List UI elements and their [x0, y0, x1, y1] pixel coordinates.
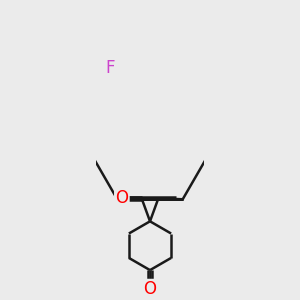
Text: O: O	[116, 189, 128, 207]
Text: F: F	[105, 59, 115, 77]
Text: O: O	[143, 280, 157, 298]
